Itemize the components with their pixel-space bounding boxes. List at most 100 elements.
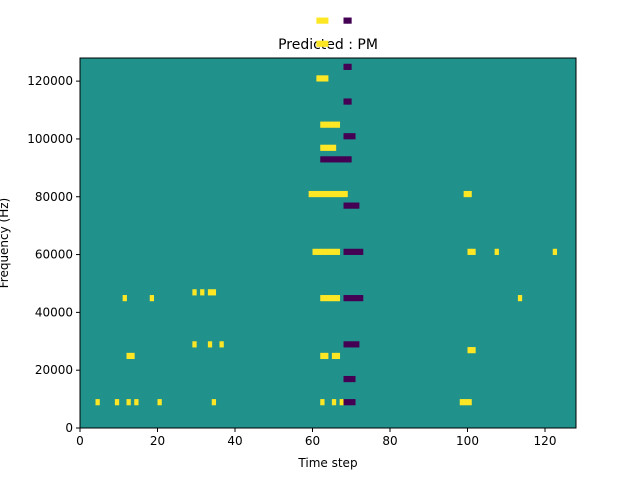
heatmap-cell-low (351, 399, 356, 406)
heatmap-cell-high (211, 289, 217, 296)
heatmap-cell-high (331, 144, 337, 151)
heatmap-cell-low (347, 375, 352, 383)
heatmap-cell-low (347, 98, 352, 105)
heatmap-cell-high (324, 248, 329, 255)
heatmap-cell-low (355, 341, 360, 348)
heatmap-cell-high (335, 295, 341, 302)
heatmap-cell-low (347, 399, 352, 406)
plot-area (79, 17, 577, 429)
heatmap-cell-high (328, 295, 333, 302)
heatmap-cell-high (463, 190, 468, 198)
heatmap-cell-high (320, 248, 325, 255)
y-tick-label: 0 (65, 421, 73, 435)
heatmap-cell-high (471, 347, 476, 354)
heatmap-cells (95, 17, 558, 406)
y-axis-label: Frequency (Hz) (0, 198, 11, 289)
heatmap-cell-low (343, 375, 348, 383)
heatmap-cell-high (467, 190, 472, 198)
heatmap-cell-low (343, 399, 348, 406)
heatmap-cell-low (351, 202, 356, 209)
heatmap-cell-high (320, 295, 325, 302)
heatmap-cell-low (343, 248, 348, 255)
x-tick-label: 20 (150, 434, 165, 448)
heatmap-cell-high (207, 289, 213, 296)
heatmap-cell-low (347, 17, 352, 24)
heatmap-cell-high (219, 341, 224, 348)
heatmap-cell-high (324, 40, 329, 47)
heatmap-cell-high (324, 17, 329, 24)
heatmap-cell-low (347, 202, 352, 209)
x-tick-label: 80 (382, 434, 397, 448)
y-axis-ticks: 0 20000 40000 60000 80000 100000 120000 (27, 74, 80, 435)
heatmap-cell-high (211, 399, 217, 406)
heatmap-cell-low (355, 202, 360, 209)
heatmap-cell-low (347, 341, 352, 348)
heatmap-cell-low (347, 156, 352, 163)
heatmap-cell-low (347, 63, 352, 70)
heatmap-cell-high (320, 352, 325, 360)
y-tick-label: 20000 (35, 363, 73, 377)
heatmap-cell-high (328, 248, 333, 255)
heatmap-cell-low (351, 341, 356, 348)
heatmap-cell-high (320, 121, 325, 128)
heatmap-cell-high (471, 248, 476, 255)
x-axis-ticks: 0 20 40 60 80 100 120 (76, 428, 556, 448)
heatmap-cell-high (130, 352, 135, 360)
heatmap-cell-high (192, 341, 197, 348)
plot-frame (79, 57, 577, 429)
heatmap-cell-high (157, 399, 162, 406)
heatmap-cell-low (347, 295, 352, 302)
heatmap-cell-high (95, 399, 100, 406)
heatmap-cell-high (134, 399, 139, 406)
heatmap-cell-high (331, 248, 337, 255)
heatmap-cell-high (320, 40, 325, 47)
heatmap-cell-low (343, 133, 348, 140)
heatmap-cell-high (324, 121, 329, 128)
heatmap-cell-low (324, 156, 329, 163)
heatmap-cell-high (467, 248, 472, 255)
heatmap-cell-high (467, 399, 472, 406)
heatmap-cell-high (324, 75, 329, 82)
x-tick-label: 120 (534, 434, 557, 448)
heatmap-cell-high (192, 289, 197, 296)
heatmap-cell-low (343, 295, 348, 302)
heatmap-cell-high (308, 190, 313, 198)
heatmap-cell-high (312, 248, 317, 255)
heatmap-cell-low (347, 133, 352, 140)
heatmap-cell-high (126, 399, 131, 406)
y-tick-label: 60000 (35, 248, 73, 262)
heatmap-cell-low (351, 248, 356, 255)
heatmap-cell-high (324, 352, 329, 360)
y-tick-label: 80000 (35, 190, 73, 204)
heatmap-cell-high (316, 17, 321, 24)
heatmap-cell-high (459, 399, 465, 406)
heatmap-cell-high (324, 144, 329, 151)
heatmap-cell-low (328, 156, 333, 163)
heatmap-cell-high (320, 75, 325, 82)
heatmap-cell-low (339, 156, 344, 163)
heatmap-cell-low (335, 156, 341, 163)
heatmap-cell-high (316, 248, 321, 255)
heatmap-cell-high (126, 352, 131, 360)
y-tick-label: 120000 (27, 74, 73, 88)
heatmap-cell-high (320, 190, 325, 198)
x-tick-label: 60 (305, 434, 320, 448)
x-axis-label: Time step (297, 456, 357, 470)
heatmap-cell-high (517, 295, 523, 302)
heatmap-cell-high (149, 295, 155, 302)
heatmap-cell-high (200, 289, 205, 296)
heatmap-cell-high (494, 248, 499, 255)
heatmap-cell-high (339, 190, 344, 198)
heatmap-cell-low (343, 202, 348, 209)
heatmap-cell-high (335, 190, 341, 198)
heatmap-cell-high (552, 248, 558, 255)
heatmap-cell-low (343, 17, 348, 24)
heatmap-cell-high (328, 144, 333, 151)
heatmap-cell-low (343, 341, 348, 348)
heatmap-cell-high (467, 347, 472, 354)
heatmap-cell-low (343, 63, 348, 70)
heatmap-cell-high (328, 121, 333, 128)
heatmap-cell-low (343, 98, 348, 105)
heatmap-cell-high (331, 352, 337, 360)
